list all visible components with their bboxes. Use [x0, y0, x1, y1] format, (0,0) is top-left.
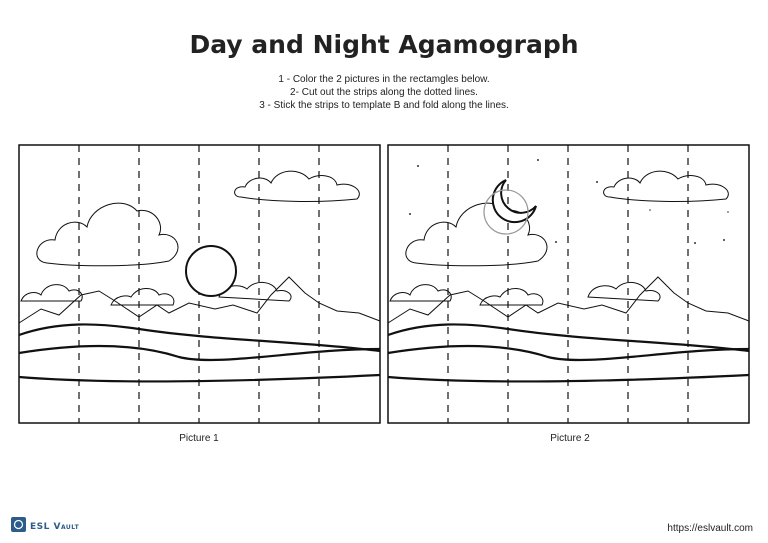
- logo-icon: [11, 517, 26, 532]
- title: Day and Night Agamograph: [189, 30, 578, 59]
- stars: [409, 159, 729, 244]
- logo-text: ESL Vault: [30, 522, 80, 532]
- logo-icon-mark: [13, 519, 24, 530]
- picture-caption: Picture 2: [550, 433, 590, 444]
- picture-caption: Picture 1: [179, 433, 219, 444]
- instruction: 3 - Stick the strips to template B and f…: [259, 100, 509, 111]
- instruction: 1 - Color the 2 pictures in the rectamgl…: [278, 74, 489, 85]
- instruction: 2- Cut out the strips along the dotted l…: [290, 87, 478, 98]
- footer-url[interactable]: https://eslvault.com: [667, 523, 753, 534]
- moon: [491, 179, 537, 224]
- moon-shadow: [483, 189, 529, 235]
- sun: [185, 245, 237, 297]
- night-picture: [386, 143, 751, 425]
